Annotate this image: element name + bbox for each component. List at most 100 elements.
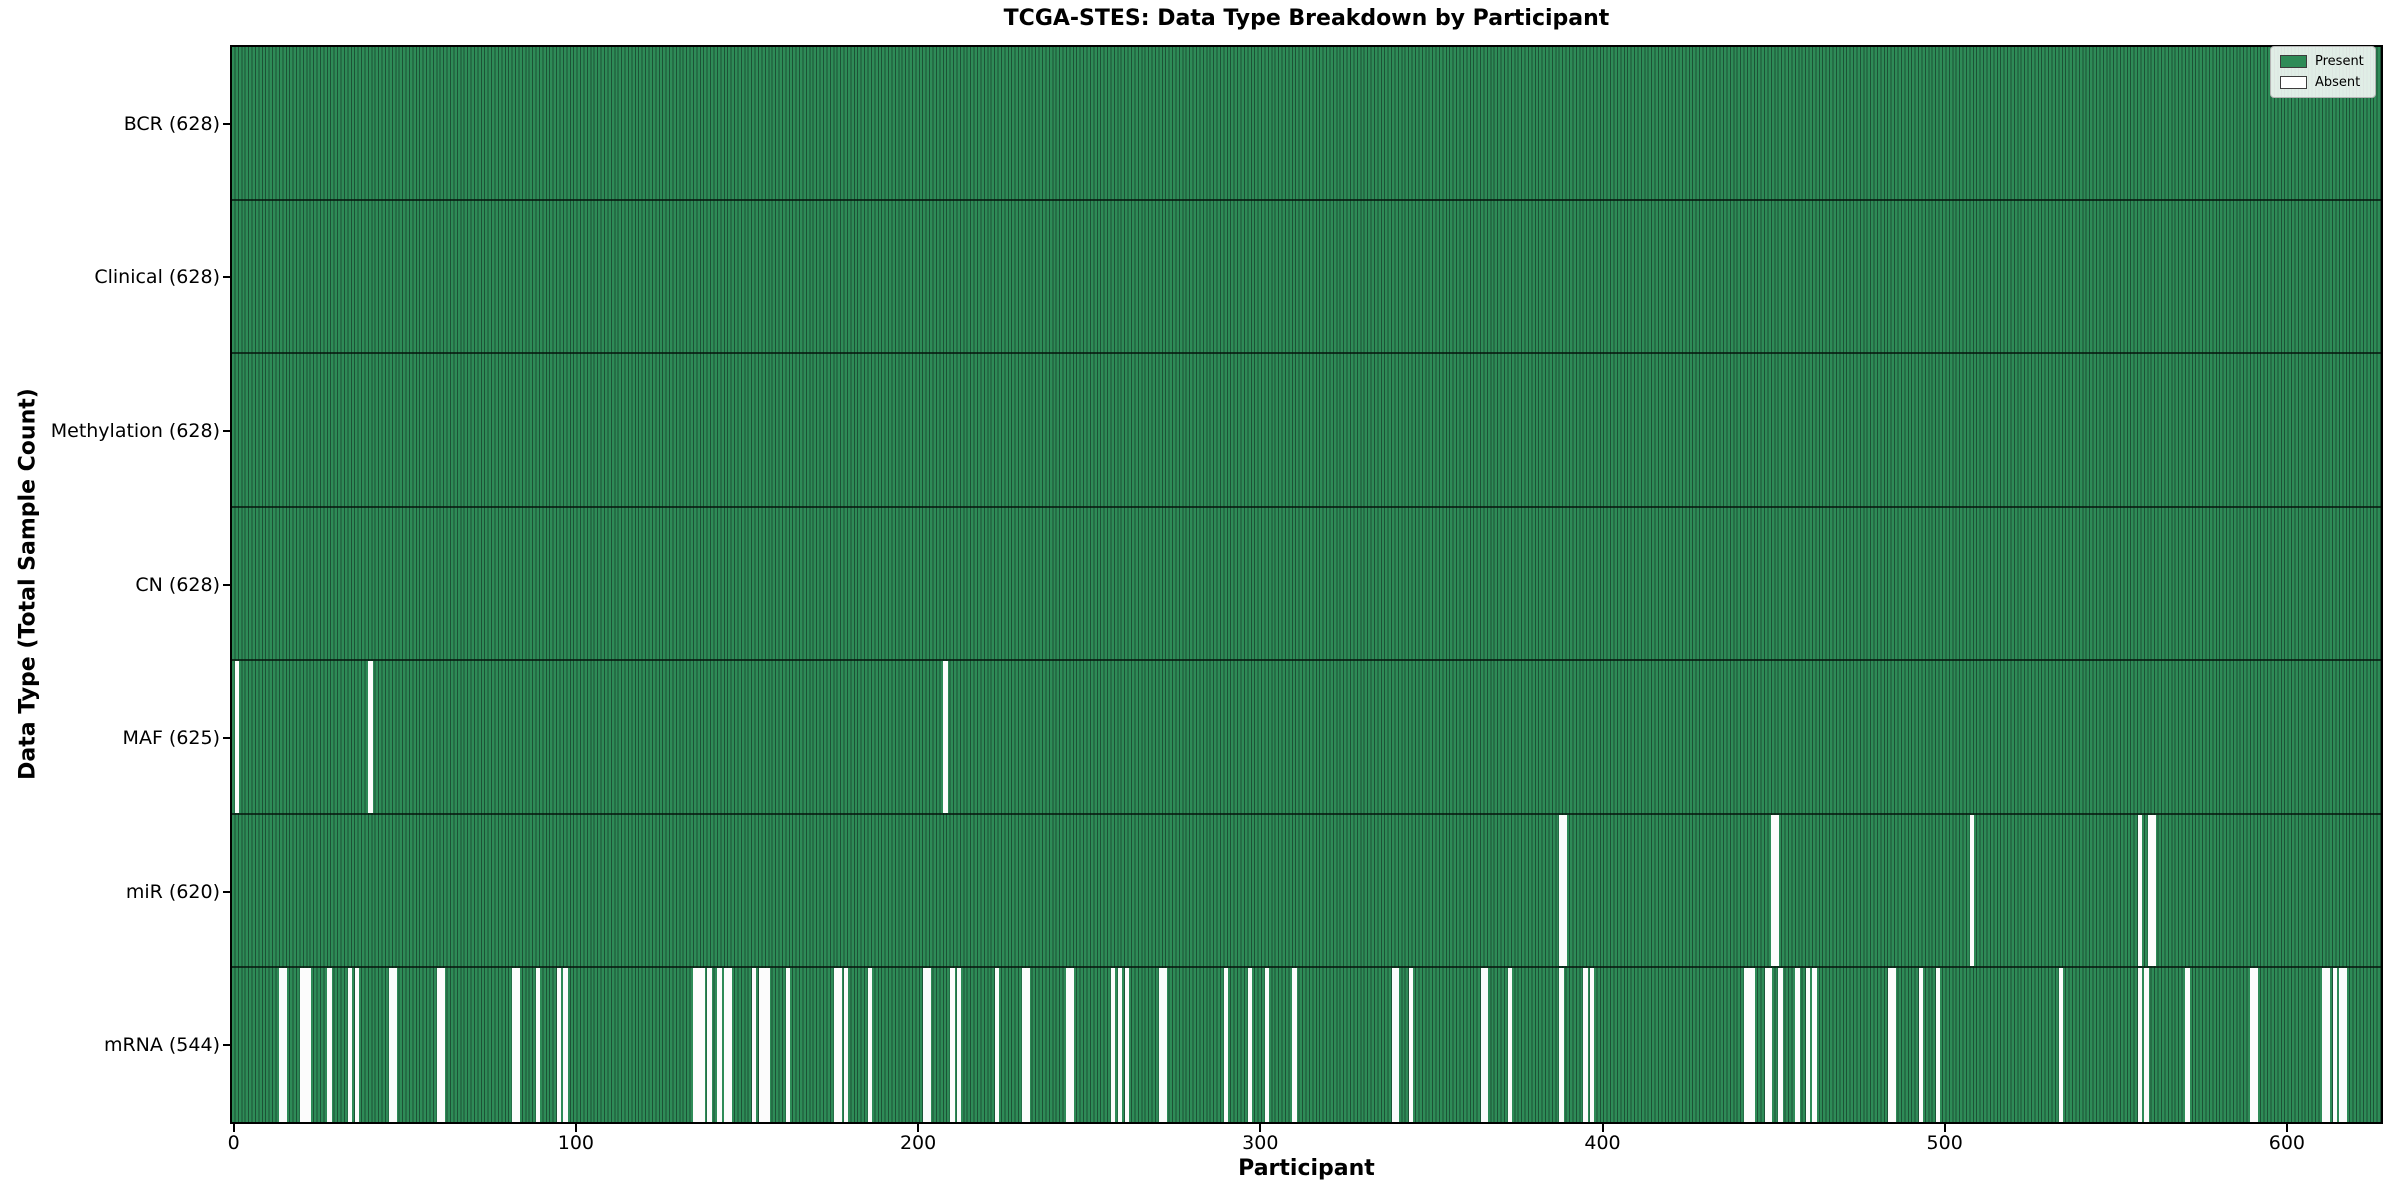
absent-bar xyxy=(2339,968,2344,1122)
absent-bar xyxy=(1891,968,1896,1122)
absent-bar xyxy=(1066,968,1071,1122)
absent-bar xyxy=(1110,968,1116,1122)
absent-bar xyxy=(1124,968,1130,1122)
absent-bar xyxy=(347,968,353,1122)
absent-bar xyxy=(436,968,442,1122)
absent-bar xyxy=(922,968,928,1122)
absent-bar xyxy=(994,968,999,1122)
chart-title: TCGA-STES: Data Type Breakdown by Partic… xyxy=(1003,6,1610,31)
x-tick-label: 600 xyxy=(2268,1132,2306,1154)
y-tick-label: Methylation (628) xyxy=(50,419,220,442)
absent-bar xyxy=(1771,814,1776,967)
absent-bar xyxy=(1158,968,1164,1122)
y-tick xyxy=(223,276,230,279)
x-tick-label: 200 xyxy=(899,1132,937,1154)
absent-bar xyxy=(1391,968,1396,1122)
absent-bar xyxy=(306,968,312,1122)
absent-bar xyxy=(1562,814,1568,967)
absent-bar xyxy=(279,968,284,1122)
absent-bar xyxy=(761,968,767,1122)
absent-bar xyxy=(1764,968,1769,1122)
plot-area xyxy=(230,45,2383,1124)
absent-bar xyxy=(327,968,332,1122)
absent-bar xyxy=(282,968,288,1122)
y-tick-label: miR (620) xyxy=(125,880,220,903)
data-row-Clinical xyxy=(232,200,2381,355)
absent-bar xyxy=(556,968,561,1122)
absent-bar xyxy=(1747,968,1752,1122)
absent-bar xyxy=(354,968,360,1122)
absent-bar xyxy=(1812,968,1817,1122)
legend: Present Absent xyxy=(2270,46,2376,98)
absent-bar xyxy=(1480,968,1485,1122)
absent-bar xyxy=(1918,968,1923,1122)
x-tick xyxy=(574,1124,577,1132)
absent-bar xyxy=(950,968,955,1122)
absent-bar xyxy=(1795,968,1800,1122)
x-tick-label: 400 xyxy=(1584,1132,1621,1154)
absent-bar xyxy=(1774,814,1780,967)
absent-bar xyxy=(1935,968,1941,1122)
absent-bar xyxy=(2250,968,2255,1122)
absent-bar xyxy=(785,968,791,1122)
absent-bar xyxy=(2185,968,2190,1122)
absent-bar xyxy=(2325,968,2331,1122)
absent-bar xyxy=(303,968,308,1122)
x-tick-label: 100 xyxy=(557,1132,595,1154)
absent-bar xyxy=(2342,968,2348,1122)
data-row-CN xyxy=(232,507,2381,662)
x-tick xyxy=(2285,1124,2288,1132)
x-tick-label: 300 xyxy=(1242,1132,1279,1154)
absent-bar xyxy=(1223,968,1229,1122)
absent-bar xyxy=(837,968,842,1122)
absent-bar xyxy=(234,661,240,813)
absent-bar xyxy=(1559,814,1564,967)
absent-bar xyxy=(844,968,849,1122)
absent-bar xyxy=(563,968,568,1122)
data-row-miR xyxy=(232,814,2381,969)
y-tick xyxy=(223,122,230,125)
absent-bar xyxy=(2151,814,2156,967)
absent-bar xyxy=(1805,968,1810,1122)
absent-bar xyxy=(943,661,948,813)
absent-bar xyxy=(2137,968,2142,1122)
absent-swatch-icon xyxy=(2280,76,2307,89)
absent-bar xyxy=(1507,968,1513,1122)
legend-label-present: Present xyxy=(2315,54,2364,69)
y-tick xyxy=(223,737,230,740)
absent-bar xyxy=(1408,968,1414,1122)
absent-bar xyxy=(1969,814,1975,967)
absent-bar xyxy=(1292,968,1297,1122)
absent-bar xyxy=(2322,968,2327,1122)
absent-bar xyxy=(1069,968,1075,1122)
y-tick xyxy=(223,1044,230,1047)
absent-bar xyxy=(1021,968,1027,1122)
absent-bar xyxy=(368,661,373,813)
y-tick xyxy=(223,429,230,432)
data-row-BCR xyxy=(232,47,2381,201)
y-tick-label: MAF (625) xyxy=(122,727,220,750)
absent-bar xyxy=(956,968,962,1122)
x-tick xyxy=(1943,1124,1946,1132)
legend-item-absent: Absent xyxy=(2280,75,2366,90)
absent-bar xyxy=(724,968,729,1122)
absent-bar xyxy=(512,968,517,1122)
absent-bar xyxy=(2332,968,2337,1122)
absent-bar xyxy=(1778,968,1783,1122)
legend-label-absent: Absent xyxy=(2315,75,2361,90)
absent-bar xyxy=(2253,968,2259,1122)
absent-bar xyxy=(926,968,931,1122)
absent-bar xyxy=(1162,968,1167,1122)
data-row-MAF xyxy=(232,661,2381,815)
absent-bar xyxy=(696,968,702,1122)
legend-item-present: Present xyxy=(2280,54,2366,69)
x-tick-label: 500 xyxy=(1926,1132,1963,1154)
absent-bar xyxy=(1744,968,1749,1122)
absent-bar xyxy=(392,968,397,1122)
absent-bar xyxy=(1559,968,1564,1122)
x-tick xyxy=(917,1124,920,1132)
x-tick xyxy=(232,1124,235,1132)
absent-bar xyxy=(751,968,757,1122)
absent-bar xyxy=(1887,968,1893,1122)
